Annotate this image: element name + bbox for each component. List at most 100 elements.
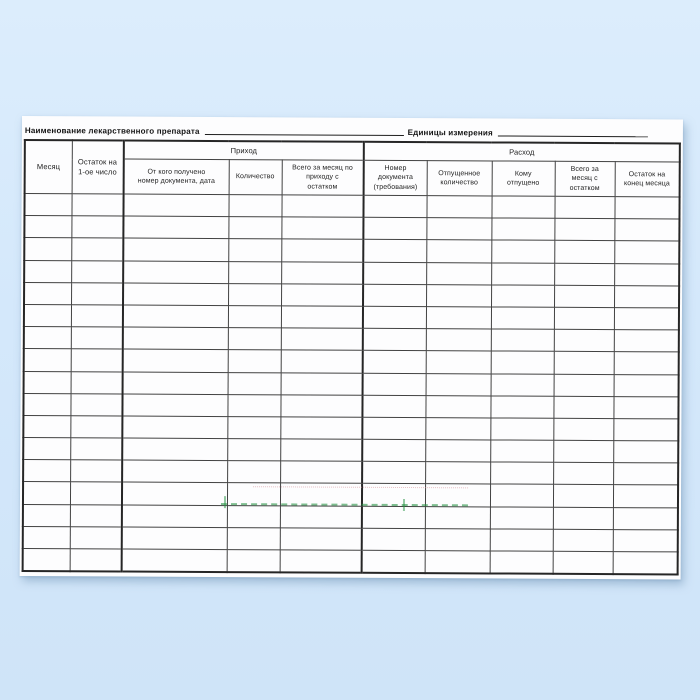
empty-cell [553,440,614,463]
empty-cell [280,327,363,351]
empty-cell [490,417,554,441]
empty-cell [279,483,363,506]
empty-cell [553,307,615,330]
empty-cell [226,505,280,528]
empty-cell [362,372,426,396]
empty-cell [281,217,364,240]
empty-cell [122,327,228,350]
empty-cell [614,263,680,286]
empty-cell [226,549,280,573]
empty-cell [612,529,678,552]
empty-cell [361,528,425,551]
title-left-label: Наименование лекарственного препарата [24,126,200,136]
empty-cell [227,305,282,328]
empty-cell [23,393,71,416]
empty-cell [489,528,553,552]
empty-cell [613,329,679,353]
empty-cell [424,484,491,507]
column-header-month: Месяц [24,140,72,194]
empty-cell [425,328,491,352]
empty-cell [426,262,492,285]
empty-cell [553,418,614,441]
column-header-dispensed-quantity: Отпущенное количество [426,160,492,196]
column-header-received-from: От кого получено номер документа, дата [123,159,229,195]
empty-cell [69,482,123,505]
empty-cell [69,548,122,572]
empty-cell [122,393,228,417]
empty-cell [228,238,282,262]
empty-cell [613,307,680,331]
empty-cell [70,349,123,372]
empty-cell [424,528,490,551]
column-header-balance-end-of-month: Остаток на конец месяца [614,161,680,197]
empty-cell [70,393,123,416]
empty-cell [122,371,228,395]
empty-cell [70,304,124,328]
empty-cell [70,326,123,350]
empty-cell [490,351,554,374]
document-sheet: Наименование лекарственного препарата Ед… [19,116,683,580]
empty-cell [24,215,72,239]
empty-cell [280,350,363,373]
group-header-expense: Расход [363,141,680,162]
empty-cell [23,348,71,372]
empty-cell [489,550,553,574]
empty-cell [489,484,554,507]
empty-cell [613,462,679,486]
empty-cell [24,237,72,261]
empty-cell [362,439,426,462]
empty-cell [227,416,281,439]
empty-cell [491,284,555,308]
column-header-month-expense-total: Всего за месяц с остатком [554,161,615,197]
table-header: Месяц Остаток на 1-ое число Приход Расхо… [24,140,680,197]
empty-cell [279,549,362,573]
empty-cell [552,506,613,530]
empty-cell [426,239,492,263]
empty-cell [361,483,426,507]
title-right-label: Единицы измерения [407,128,493,138]
empty-cell [553,395,614,419]
empty-cell [491,262,555,286]
title-right-blank-line [497,134,648,138]
empty-cell [280,372,363,395]
empty-cell [491,240,555,263]
empty-cell [614,240,680,264]
empty-cell [491,218,555,241]
empty-cell [362,394,426,418]
empty-cell [426,217,492,241]
empty-cell [425,373,491,396]
empty-cell [71,238,124,261]
column-header-month-income-total: Всего за месяц по приходу с остатком [281,159,364,196]
empty-cell [280,461,363,484]
empty-cell [362,461,426,485]
empty-cell [425,350,491,374]
column-header-balance-first-day: Остаток на 1-ое число [71,140,124,195]
empty-cell [123,260,229,284]
empty-cell [612,485,679,508]
empty-cell [121,504,227,528]
empty-cell [426,195,492,219]
empty-cell [281,194,364,218]
title-left-blank-line [204,132,404,136]
empty-cell [614,218,680,242]
empty-cell [491,195,555,219]
empty-cell [425,461,491,485]
empty-cell [22,504,70,527]
column-header-document-number: Номер документа (требования) [363,160,427,196]
empty-cell [23,304,72,327]
empty-cell [228,194,282,218]
empty-cell [71,260,124,283]
empty-cell [280,438,363,462]
empty-cell [553,373,614,397]
empty-cell [613,374,679,397]
empty-cell [425,417,491,441]
empty-cell [228,261,282,284]
empty-cell [553,462,614,486]
column-header-dispensed-to: Кому отпущено [491,160,555,197]
empty-cell [613,418,679,442]
form-title-row: Наименование лекарственного препарата Ед… [25,116,683,140]
empty-cell [123,194,229,217]
empty-cell [490,373,554,396]
empty-cell [123,282,229,306]
